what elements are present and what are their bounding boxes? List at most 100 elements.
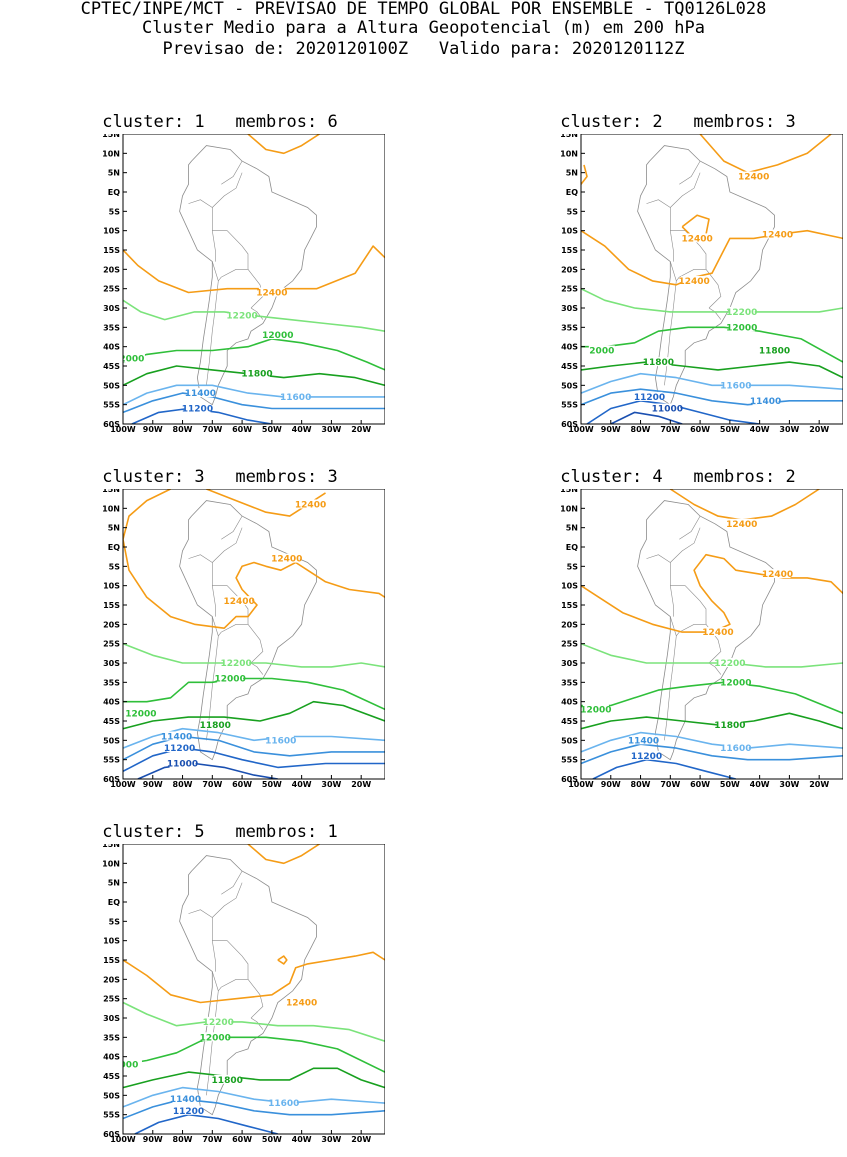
country-border — [188, 199, 216, 262]
contour-line — [581, 731, 843, 753]
contour-label: 11800 — [759, 347, 790, 357]
country-border — [188, 909, 216, 972]
country-border — [221, 160, 243, 185]
contour-label: 12000 — [726, 323, 757, 333]
contour-label-bg — [582, 704, 609, 714]
contour-label: 11800 — [714, 721, 745, 731]
contour-label: 11800 — [200, 721, 231, 731]
contour-label-bg — [205, 1016, 232, 1026]
map-background — [123, 844, 385, 1134]
contour-label-bg — [636, 391, 663, 401]
lat-tick-label: 60S — [103, 420, 120, 429]
contour-label-bg — [716, 719, 743, 729]
lat-tick-label: 15S — [103, 246, 120, 255]
lat-tick-label: 55S — [103, 1111, 120, 1120]
map-frame: 12400 12400 12400 12200 12000 12000 11800 11600… — [553, 489, 843, 789]
contour-line — [581, 743, 843, 765]
lat-tick-label: 5N — [108, 524, 120, 533]
country-border — [188, 554, 216, 617]
lat-tick-label: 10N — [102, 504, 120, 513]
contour-label-bg — [217, 673, 244, 683]
lon-tick-label: 60W — [232, 780, 252, 789]
lat-tick-label: 60S — [103, 775, 120, 784]
lon-tick-label: 20W — [809, 425, 829, 434]
map-frame: 12400 12400 12400 12400 12200 12000 2000 11800 1… — [553, 134, 843, 434]
lat-tick-label: 55S — [103, 756, 120, 765]
contour-label: 2000 — [589, 347, 614, 357]
contour-label-bg — [202, 1032, 229, 1042]
contour-label-bg — [243, 368, 270, 378]
panel-title: cluster: 4 membros: 2 — [560, 467, 796, 487]
lat-tick-label: 50S — [103, 381, 120, 390]
panel-title: cluster: 3 membros: 3 — [102, 467, 338, 487]
country-border — [646, 554, 674, 617]
contour-label: 2000 — [119, 354, 144, 364]
contour-label-bg — [681, 275, 708, 285]
contour-line — [123, 245, 385, 294]
contour-label: 11400 — [161, 732, 192, 742]
country-border — [212, 940, 249, 980]
contour-label-bg — [764, 569, 791, 579]
map-frame: 12400 12200 12000 2000 11800 11600 11400 11200 1… — [95, 134, 385, 434]
geopotential-map: 12400 12400 12400 12200 12000 12000 11800 11600… — [560, 489, 843, 789]
lat-tick-label: 60S — [561, 775, 578, 784]
contour-label: 12200 — [220, 659, 251, 669]
lat-tick-label: 55S — [561, 401, 578, 410]
contour-label: 11200 — [631, 752, 662, 762]
lat-tick-label: 15S — [103, 956, 120, 965]
contour-line — [247, 844, 320, 865]
contour-label-bg — [273, 553, 300, 563]
lat-tick-label: 10S — [103, 582, 120, 591]
lat-tick-label: EQ — [566, 543, 578, 552]
lat-tick-label: 5N — [108, 169, 120, 178]
contour-label: 12400 — [678, 277, 709, 287]
country-border — [664, 280, 677, 386]
contour-label-bg — [258, 287, 285, 297]
lon-tick-label: 50W — [262, 425, 282, 434]
lon-tick-label: 70W — [660, 425, 680, 434]
contour-line — [581, 372, 843, 394]
contour-label: 11800 — [212, 1076, 243, 1086]
contour-label-bg — [282, 391, 309, 401]
map-panel-cluster-2: cluster: 2 membros: 3 12400 12400 12400 124… — [513, 112, 843, 442]
contour-label: 12400 — [256, 289, 287, 299]
header-line-3: Previsao de: 2020120100Z Valido para: 20… — [162, 39, 685, 59]
lat-tick-label: 15S — [561, 601, 578, 610]
contour-label: 11200 — [634, 393, 665, 403]
contour-line — [581, 681, 843, 715]
contour-label-bg — [172, 1094, 199, 1104]
contour-label-bg — [761, 345, 788, 355]
lat-tick-label: 60S — [561, 420, 578, 429]
lon-tick-label: 60W — [690, 780, 710, 789]
contour-label-bg — [645, 357, 672, 367]
contour-line — [123, 951, 385, 1004]
contour-label: 12400 — [726, 520, 757, 530]
coastline — [637, 145, 775, 406]
lat-tick-label: 15N — [102, 844, 120, 849]
country-border — [679, 515, 701, 540]
lon-tick-label: 70W — [202, 425, 222, 434]
lon-tick-label: 90W — [601, 425, 621, 434]
lon-tick-label: 90W — [143, 1135, 163, 1144]
contour-line — [581, 326, 843, 363]
contour-label: 11000 — [167, 760, 198, 770]
geopotential-map: 12400 12200 12000 2000 11800 11600 11400 11200 1… — [102, 134, 385, 434]
contour-label-bg — [187, 388, 214, 398]
contour-label: 11200 — [173, 1107, 204, 1117]
lat-tick-label: 5S — [567, 562, 579, 571]
lat-tick-label: 15N — [560, 489, 578, 494]
lat-tick-label: 5S — [109, 917, 121, 926]
lat-tick-label: 10N — [102, 149, 120, 158]
contour-line — [123, 1086, 385, 1108]
contour-label: 12400 — [681, 234, 712, 244]
lat-tick-label: 10S — [561, 582, 578, 591]
contour-label: 11600 — [720, 744, 751, 754]
lat-tick-label: 40S — [103, 343, 120, 352]
lat-tick-label: 15N — [102, 134, 120, 139]
lat-tick-label: 30S — [103, 1014, 120, 1023]
lat-tick-label: 35S — [561, 678, 578, 687]
lon-tick-label: 100W — [568, 780, 594, 789]
lon-tick-label: 30W — [779, 425, 799, 434]
country-border — [670, 230, 707, 270]
lon-tick-label: 30W — [321, 780, 341, 789]
